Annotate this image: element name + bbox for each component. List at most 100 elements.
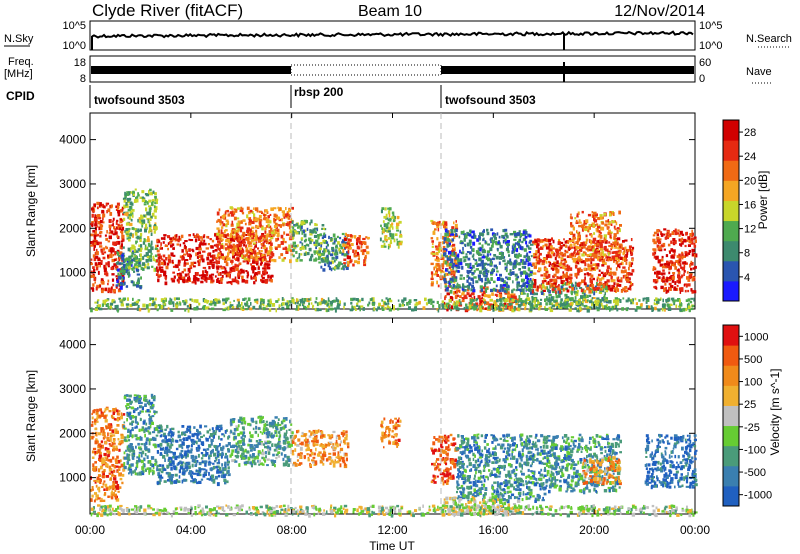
scatter-cell (503, 303, 507, 307)
scatter-cell (286, 304, 290, 309)
scatter-cell (211, 263, 215, 268)
scatter-cell (241, 235, 243, 240)
scatter-cell (493, 301, 496, 305)
scatter-cell (94, 223, 98, 227)
scatter-cell (612, 212, 615, 216)
scatter-cell (94, 230, 97, 235)
scatter-cell (251, 230, 254, 234)
scatter-cell (250, 219, 252, 223)
scatter-cell (626, 272, 630, 275)
scatter-cell (528, 285, 532, 289)
scatter-cell (216, 279, 219, 283)
scatter-cell (94, 262, 98, 266)
scatter-cell (586, 226, 590, 230)
scatter-cell (250, 239, 253, 243)
scatter-cell (594, 219, 598, 223)
scatter-cell (448, 280, 451, 283)
scatter-cell (456, 289, 459, 294)
scatter-cell (587, 213, 592, 217)
scatter-cell (134, 250, 137, 253)
scatter-cell (604, 223, 608, 227)
scatter-cell (118, 274, 122, 278)
scatter-cell (446, 241, 449, 245)
scatter-cell (146, 217, 150, 221)
scatter-cell (299, 259, 303, 262)
scatter-cell (432, 231, 436, 235)
scatter-cell (608, 300, 612, 304)
scatter-cell (102, 247, 106, 251)
scatter-cell (611, 220, 615, 224)
scatter-cell (542, 285, 545, 289)
scatter-cell (140, 266, 143, 271)
scatter-cell (268, 234, 271, 238)
scatter-cell (216, 260, 220, 264)
scatter-cell (686, 271, 689, 274)
scatter-cell (669, 303, 673, 306)
scatter-cell (539, 298, 543, 301)
scatter-cell (91, 213, 94, 218)
scatter-cell (133, 249, 136, 253)
scatter-cell (485, 256, 488, 260)
scatter-cell (605, 304, 608, 307)
scatter-cell (160, 261, 164, 266)
scatter-cell (629, 299, 632, 302)
scatter-cell (446, 230, 449, 234)
scatter-cell (619, 243, 623, 247)
scatter-cell (246, 227, 251, 231)
scatter-cell (223, 257, 227, 261)
scatter-cell (518, 230, 521, 234)
scatter-cell (248, 250, 250, 254)
scatter-cell (349, 259, 352, 264)
scatter-cell (584, 263, 587, 267)
scatter-cell (498, 241, 501, 245)
scatter-cell (520, 259, 522, 263)
scatter-cell (552, 253, 556, 257)
scatter-cell (566, 255, 570, 258)
scatter-cell (153, 268, 156, 272)
scatter-cell (94, 301, 98, 304)
scatter-cell (387, 210, 391, 215)
scatter-cell (522, 292, 526, 295)
scatter-cell (493, 307, 497, 311)
scatter-cell (624, 274, 628, 277)
scatter-cell (392, 219, 396, 223)
scatter-cell (564, 293, 567, 297)
scatter-cell (549, 278, 553, 283)
scatter-cell (593, 211, 597, 215)
scatter-cell (210, 303, 213, 306)
scatter-cell (599, 288, 603, 291)
scatter-cell (565, 250, 569, 254)
scatter-cell (383, 223, 386, 228)
scatter-cell (544, 238, 547, 241)
scatter-cell (590, 255, 593, 258)
scatter-cell (459, 258, 463, 263)
scatter-cell (102, 217, 104, 221)
scatter-cell (592, 297, 596, 299)
scatter-cell (239, 253, 242, 257)
scatter-cell (605, 220, 609, 223)
scatter-cell (587, 299, 589, 302)
scatter-cell (442, 245, 446, 249)
nsky-tick-top: 10^5 (62, 20, 86, 32)
scatter-cell (620, 277, 623, 281)
scatter-cell (448, 250, 452, 255)
scatter-cell (150, 232, 153, 236)
scatter-cell (454, 264, 458, 267)
scatter-cell (272, 303, 276, 307)
scatter-cell (666, 289, 670, 293)
scatter-cell (391, 216, 395, 219)
colorbar-tick-label: 4 (744, 272, 750, 284)
scatter-cell (368, 301, 371, 305)
scatter-cell (509, 271, 512, 276)
scatter-cell (439, 277, 442, 281)
scatter-cell (281, 297, 284, 301)
scatter-cell (524, 304, 527, 308)
scatter-cell (389, 224, 393, 228)
scatter-cell (576, 308, 580, 313)
scatter-cell (680, 275, 683, 279)
scatter-cell (575, 265, 578, 269)
scatter-cell (586, 254, 590, 257)
scatter-cell (167, 235, 171, 239)
scatter-cell (185, 279, 187, 283)
scatter-cell (602, 305, 604, 309)
